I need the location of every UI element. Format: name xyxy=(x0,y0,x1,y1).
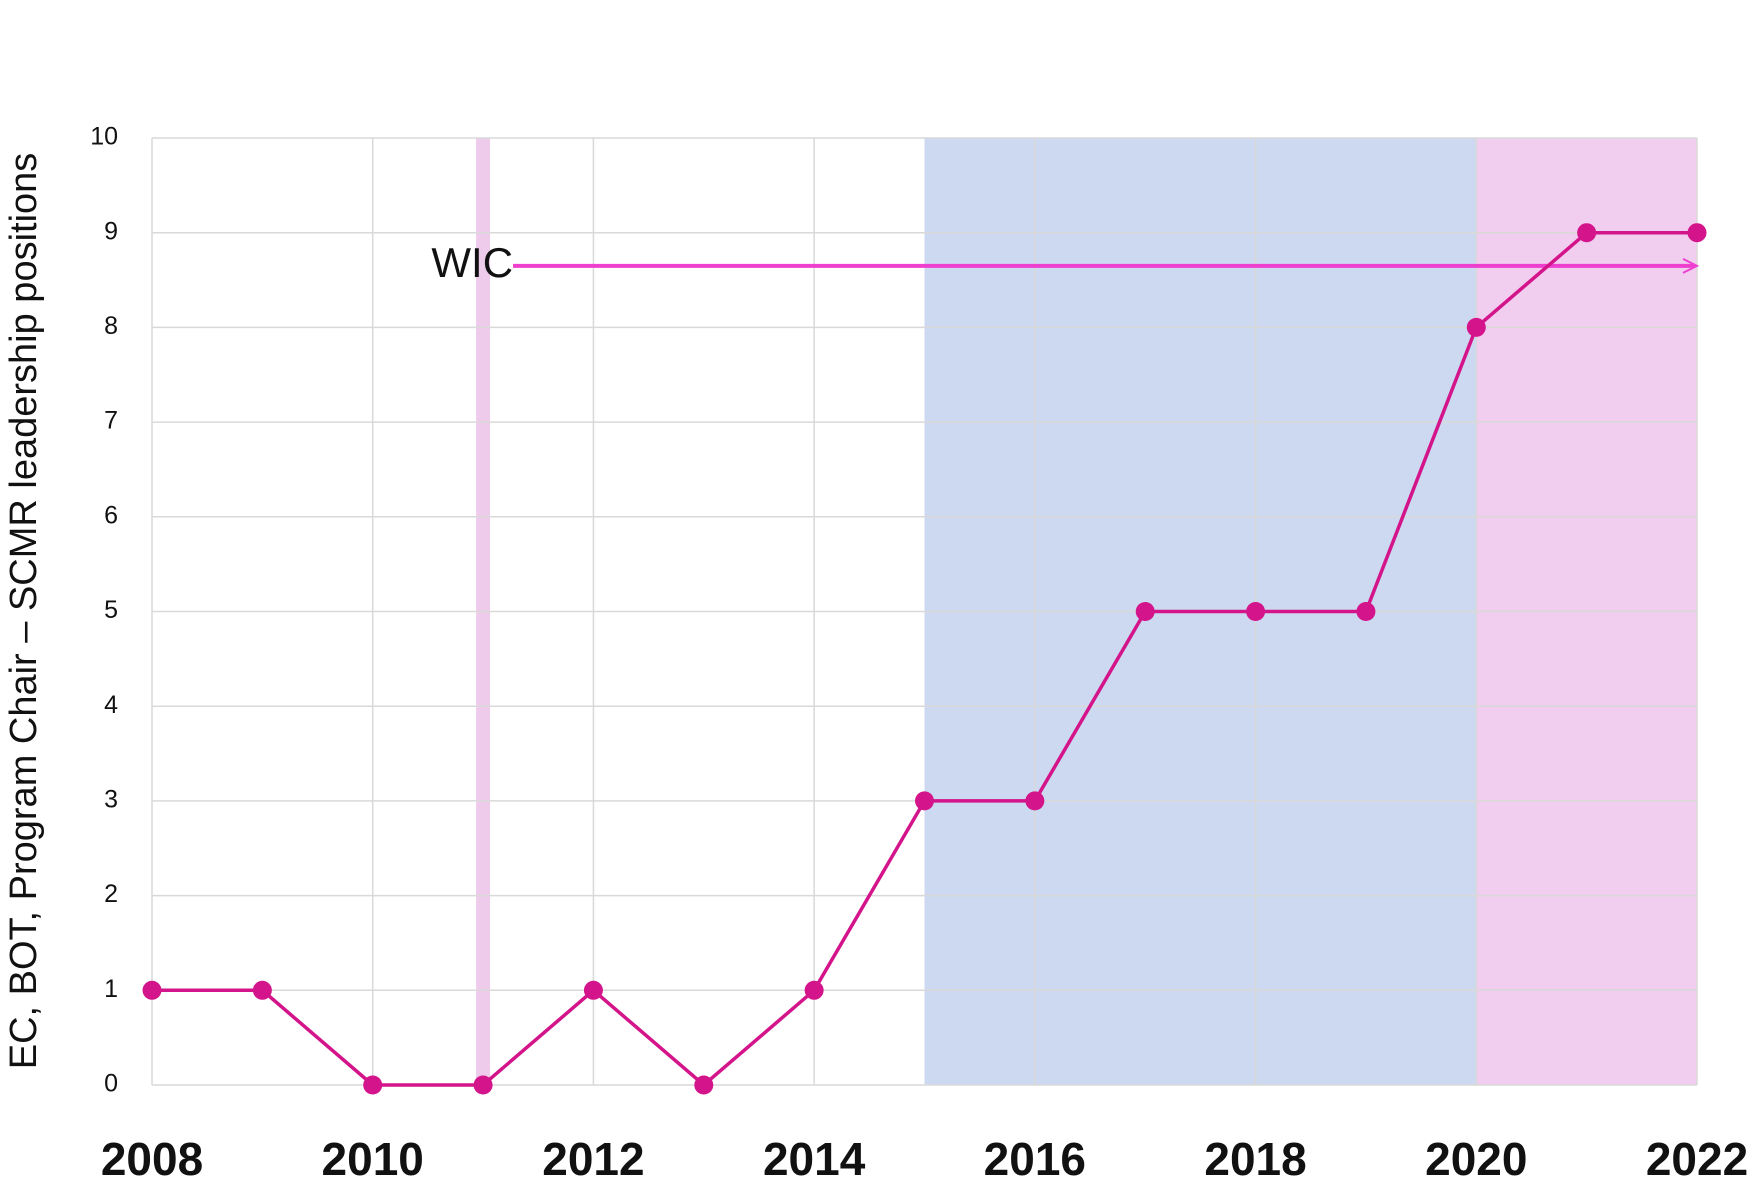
data-point xyxy=(915,791,934,811)
y-tick-label: 6 xyxy=(104,501,118,529)
data-point xyxy=(804,980,824,1000)
data-point xyxy=(252,980,272,1000)
x-tick-label: 2008 xyxy=(101,1133,203,1185)
y-tick-label: 0 xyxy=(104,1070,118,1098)
y-tick-label: 1 xyxy=(104,975,118,1003)
data-point xyxy=(1577,223,1597,243)
y-tick-label: 10 xyxy=(90,123,118,151)
y-tick-label: 4 xyxy=(104,691,118,719)
data-point xyxy=(583,980,603,1000)
annotation-label: WIC xyxy=(431,239,513,286)
data-point xyxy=(1466,317,1486,337)
data-point xyxy=(142,980,162,1000)
data-point xyxy=(473,1075,493,1095)
y-tick-label: 9 xyxy=(104,217,118,245)
y-tick-label: 2 xyxy=(104,880,118,908)
x-tick-label: 2014 xyxy=(763,1133,866,1185)
y-tick-label: 7 xyxy=(104,407,118,435)
arrow-head xyxy=(1682,257,1700,274)
data-point xyxy=(1356,602,1376,621)
y-axis-title: EC, BOT, Program Chair – SCMR leadership… xyxy=(3,153,45,1070)
data-point xyxy=(1687,223,1707,243)
x-tick-label: 2010 xyxy=(322,1133,424,1185)
y-tick-label: 8 xyxy=(104,312,118,340)
y-tick-label: 5 xyxy=(104,596,118,624)
data-point xyxy=(363,1075,383,1095)
x-tick-label: 2016 xyxy=(984,1133,1086,1185)
x-tick-label: 2012 xyxy=(542,1133,644,1185)
x-tick-label: 2022 xyxy=(1646,1133,1748,1185)
x-tick-label: 2018 xyxy=(1204,1133,1306,1185)
data-point xyxy=(1135,602,1155,621)
y-tick-label: 3 xyxy=(104,786,118,814)
x-tick-label: 2020 xyxy=(1425,1133,1527,1185)
data-point xyxy=(1025,791,1045,811)
data-point xyxy=(694,1075,714,1095)
data-point xyxy=(1246,602,1266,621)
